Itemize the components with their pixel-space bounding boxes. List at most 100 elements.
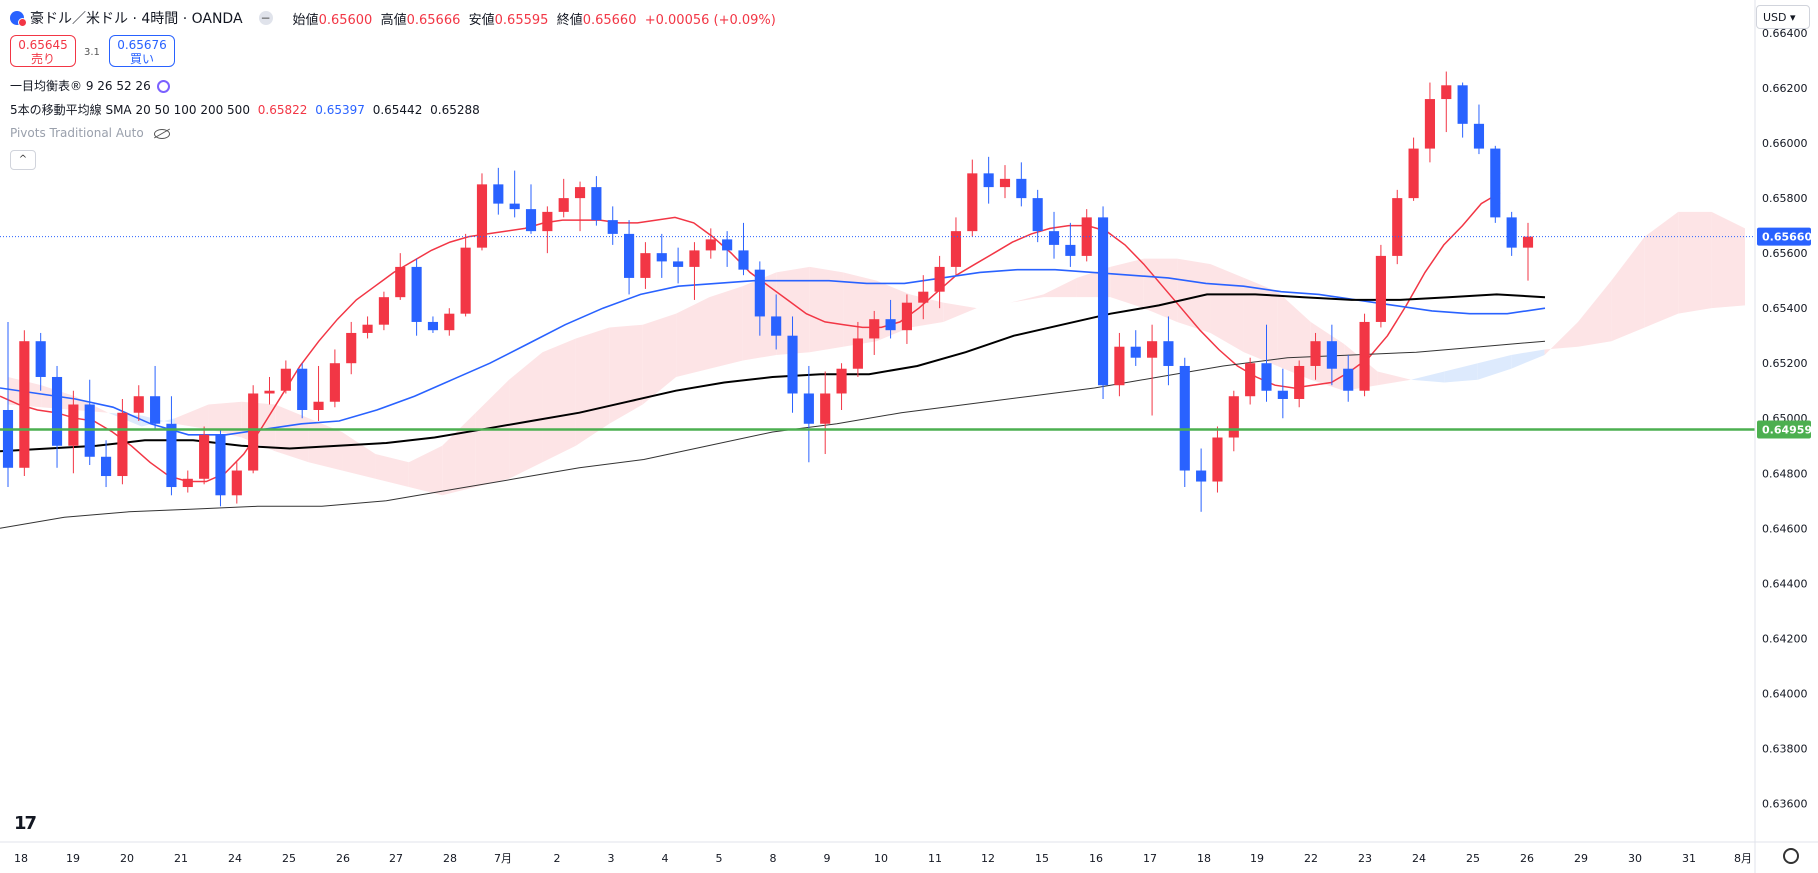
candle-body	[199, 434, 210, 479]
candle-body	[1441, 85, 1452, 100]
x-tick-label: 29	[1574, 852, 1588, 865]
candle-body	[771, 316, 782, 336]
candle-body	[722, 239, 733, 251]
candle-body	[19, 341, 30, 468]
candle-body	[820, 393, 831, 424]
candle-body	[1375, 255, 1386, 322]
candle-body	[362, 324, 373, 333]
y-tick-label: 0.64800	[1762, 467, 1808, 480]
candle-body	[624, 233, 635, 278]
sell-button[interactable]: 0.65645 売り	[10, 35, 76, 67]
candle-body	[1228, 396, 1239, 438]
candle-body	[1147, 341, 1158, 358]
candle-body	[460, 247, 471, 314]
candle-body	[1277, 390, 1288, 399]
indicator-moving-averages[interactable]: 5本の移動平均線 SMA 20 50 100 200 500 0.65822 0…	[10, 103, 480, 117]
candle-body	[754, 269, 765, 317]
cloud-segment	[1477, 354, 1512, 380]
candle-body	[525, 209, 537, 232]
cloud-segment	[709, 286, 743, 369]
gear-icon[interactable]	[1783, 848, 1799, 864]
x-tick-label: 30	[1628, 852, 1642, 865]
tradingview-logo-icon[interactable]: 17	[14, 813, 37, 834]
candle-body	[836, 368, 847, 394]
cloud-segment	[74, 396, 109, 413]
x-tick-label: 5	[716, 852, 723, 865]
symbol-title[interactable]: 豪ドル／米ドル · 4時間 · OANDA	[30, 11, 243, 27]
hide-icon[interactable]: −	[258, 11, 273, 25]
candle-body	[787, 335, 798, 394]
price-badge-label: 0.65660	[1762, 231, 1812, 244]
candle-body	[705, 239, 716, 251]
currency-selector[interactable]: USD ▾	[1756, 5, 1810, 29]
candle-body	[901, 302, 912, 331]
candle-body	[869, 319, 880, 339]
candle-body	[1163, 341, 1174, 366]
cloud-segment	[442, 412, 476, 496]
y-tick-label: 0.66200	[1762, 82, 1808, 95]
x-tick-label: 24	[1412, 852, 1426, 865]
candle-body	[1408, 148, 1419, 199]
candle-body	[1294, 365, 1305, 399]
y-tick-label: 0.64200	[1762, 632, 1808, 645]
cloud-segment	[175, 404, 209, 430]
candle-body	[607, 220, 618, 234]
cloud-segment	[509, 352, 543, 479]
indicator-pivots[interactable]: Pivots Traditional Auto	[10, 126, 170, 140]
candle-body	[1130, 346, 1141, 358]
candle-body	[1048, 231, 1060, 245]
candle-body	[885, 319, 896, 331]
candle-body	[1065, 244, 1076, 256]
candle-body	[476, 184, 488, 248]
candle-body	[1261, 363, 1272, 391]
candle-body	[967, 173, 978, 232]
candle-body	[950, 231, 962, 267]
cloud-segment	[1377, 371, 1411, 386]
cloud-segment	[1010, 294, 1044, 303]
cloud-segment	[1644, 211, 1679, 328]
candle-body	[918, 291, 929, 303]
buy-button[interactable]: 0.65676 買い	[109, 35, 175, 67]
y-tick-label: 0.65200	[1762, 357, 1808, 370]
candle-body	[983, 173, 994, 188]
indicator-ichimoku[interactable]: 一目均衡表® 9 26 52 26	[10, 77, 170, 94]
candle-body	[329, 363, 340, 402]
candle-body	[1097, 217, 1109, 386]
x-tick-label: 19	[1250, 852, 1264, 865]
candle-body	[248, 393, 259, 471]
x-tick-label: 28	[443, 852, 457, 865]
cloud-segment	[1444, 363, 1478, 383]
candle-body	[852, 338, 863, 369]
hidden-eye-icon[interactable]	[153, 128, 170, 139]
y-tick-label: 0.64000	[1762, 687, 1808, 700]
candle-body	[1016, 178, 1027, 199]
x-tick-label: 15	[1035, 852, 1049, 865]
candle-body	[313, 401, 324, 410]
x-tick-label: 18	[1197, 852, 1211, 865]
y-tick-label: 0.66400	[1762, 27, 1808, 40]
candle-body	[574, 187, 586, 199]
x-tick-label: 20	[120, 852, 134, 865]
x-tick-label: 8	[770, 852, 777, 865]
candle-body	[444, 313, 455, 331]
cloud-segment	[609, 324, 643, 424]
x-tick-label: 23	[1358, 852, 1372, 865]
x-tick-label: 26	[336, 852, 350, 865]
cloud-segment	[1611, 236, 1645, 342]
cloud-segment	[1243, 277, 1278, 366]
cloud-segment	[1511, 349, 1545, 369]
x-tick-label: 18	[14, 852, 28, 865]
candle-body	[803, 393, 814, 424]
x-tick-label: 24	[228, 852, 242, 865]
y-tick-label: 0.65800	[1762, 192, 1808, 205]
x-tick-label: 17	[1143, 852, 1157, 865]
y-tick-label: 0.63800	[1762, 742, 1808, 755]
x-tick-label: 16	[1089, 852, 1103, 865]
cloud-segment	[375, 454, 409, 488]
collapse-legend-button[interactable]: ^	[10, 150, 36, 170]
x-tick-label: 12	[981, 852, 995, 865]
candle-body	[1310, 341, 1321, 366]
x-tick-label: 25	[282, 852, 296, 865]
candle-body	[68, 404, 79, 446]
